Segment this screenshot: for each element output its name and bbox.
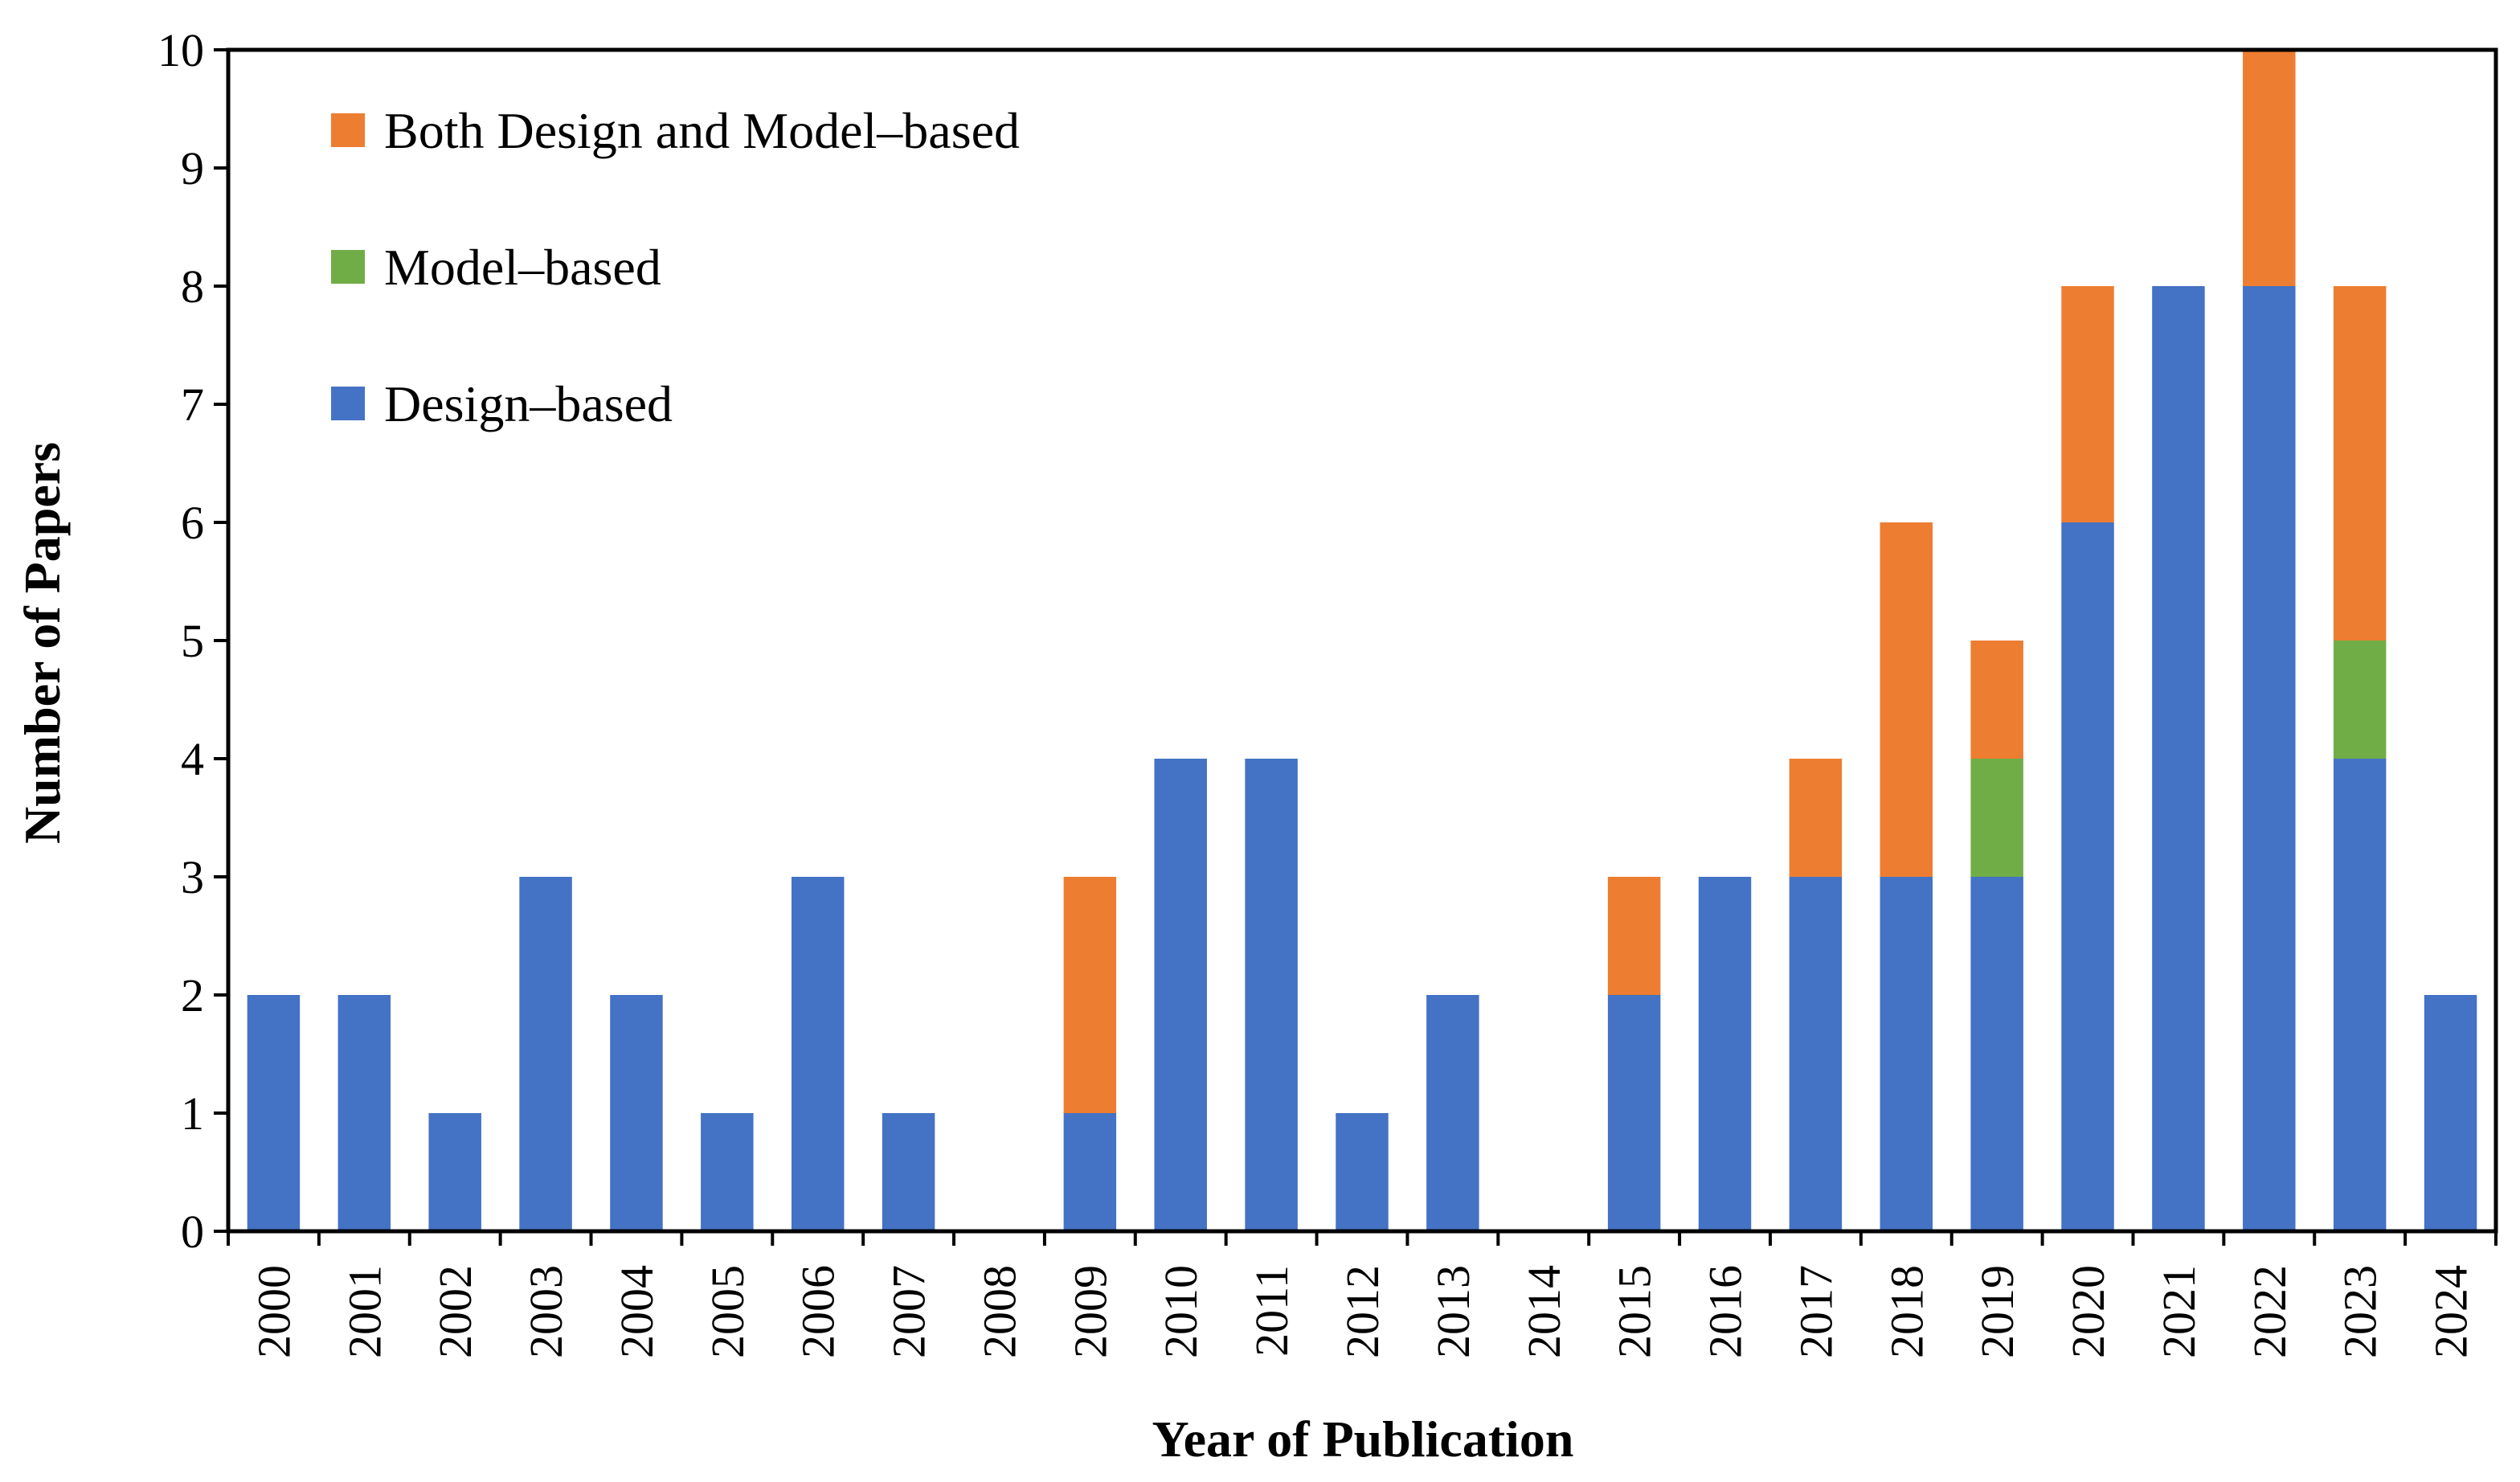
bar-2012-series-0 — [1336, 1113, 1389, 1231]
bar-2005-series-0 — [701, 1113, 754, 1231]
bar-2018-series-2 — [1880, 522, 1933, 877]
x-tick-label-2024: 2024 — [2425, 1265, 2477, 1358]
x-tick-label-2008: 2008 — [973, 1265, 1025, 1358]
x-tick-label-2014: 2014 — [1518, 1265, 1570, 1358]
bar-2011-series-0 — [1245, 759, 1298, 1231]
bar-2003-series-0 — [519, 877, 572, 1231]
bar-2000-series-0 — [247, 995, 301, 1231]
bar-2019-series-0 — [1970, 877, 2023, 1231]
legend-label-2: Design–based — [384, 375, 673, 432]
y-tick-label-3: 3 — [181, 851, 204, 903]
bar-2017-series-0 — [1789, 877, 1843, 1231]
bar-2019-series-2 — [1970, 641, 2023, 759]
legend-swatch-0 — [331, 113, 365, 147]
x-tick-label-2017: 2017 — [1790, 1265, 1842, 1358]
legend-swatch-2 — [331, 387, 365, 420]
y-tick-label-4: 4 — [181, 733, 204, 785]
x-tick-label-2001: 2001 — [338, 1265, 391, 1358]
y-tick-label-0: 0 — [181, 1206, 204, 1258]
y-tick-label-7: 7 — [181, 379, 204, 431]
y-tick-label-6: 6 — [181, 497, 204, 549]
x-tick-label-2003: 2003 — [520, 1265, 572, 1358]
x-tick-label-2010: 2010 — [1155, 1265, 1207, 1358]
x-tick-label-2013: 2013 — [1427, 1265, 1479, 1358]
y-tick-label-8: 8 — [181, 260, 204, 313]
x-tick-label-2009: 2009 — [1064, 1265, 1116, 1358]
x-tick-label-2016: 2016 — [1700, 1265, 1752, 1358]
x-tick-label-2022: 2022 — [2244, 1265, 2296, 1358]
x-tick-label-2021: 2021 — [2153, 1265, 2205, 1358]
bar-2017-series-2 — [1789, 759, 1843, 877]
bar-2020-series-0 — [2061, 522, 2114, 1231]
bar-2004-series-0 — [610, 995, 663, 1231]
bar-2010-series-0 — [1154, 759, 1207, 1231]
bar-2019-series-1 — [1970, 759, 2023, 877]
x-tick-label-2015: 2015 — [1609, 1265, 1661, 1358]
bar-2009-series-2 — [1063, 877, 1117, 1113]
bar-2023-series-0 — [2333, 759, 2387, 1231]
x-tick-label-2023: 2023 — [2334, 1265, 2387, 1358]
x-tick-label-2020: 2020 — [2062, 1265, 2114, 1358]
bar-2022-series-2 — [2243, 50, 2296, 286]
bar-2009-series-0 — [1063, 1113, 1117, 1231]
x-tick-label-2012: 2012 — [1336, 1265, 1389, 1358]
bar-2018-series-0 — [1880, 877, 1933, 1231]
x-tick-label-2007: 2007 — [883, 1265, 935, 1358]
bar-2016-series-0 — [1698, 877, 1752, 1231]
bar-2022-series-0 — [2243, 286, 2296, 1231]
y-tick-label-2: 2 — [181, 969, 204, 1021]
x-tick-label-2011: 2011 — [1246, 1265, 1298, 1357]
bar-2015-series-2 — [1607, 877, 1661, 995]
x-axis-title: Year of Publication — [1152, 1410, 1573, 1468]
x-tick-label-2018: 2018 — [1880, 1265, 1933, 1358]
bar-2013-series-0 — [1426, 995, 1479, 1231]
bar-2001-series-0 — [338, 995, 391, 1231]
legend-label-0: Both Design and Model–based — [384, 102, 1020, 159]
x-tick-label-2019: 2019 — [1971, 1265, 2023, 1358]
x-tick-label-2004: 2004 — [611, 1265, 663, 1358]
y-tick-label-10: 10 — [158, 24, 204, 76]
legend: Both Design and Model–based Model–based De… — [331, 102, 1020, 432]
x-tick-label-2000: 2000 — [248, 1265, 300, 1358]
y-tick-label-9: 9 — [181, 142, 204, 194]
bar-2024-series-0 — [2424, 995, 2477, 1231]
legend-swatch-1 — [331, 250, 365, 284]
bar-2021-series-0 — [2152, 286, 2205, 1231]
bar-2023-series-1 — [2333, 641, 2387, 759]
bar-2006-series-0 — [791, 877, 845, 1231]
bar-2015-series-0 — [1607, 995, 1661, 1231]
legend-label-1: Model–based — [384, 239, 661, 296]
x-tick-label-2006: 2006 — [792, 1265, 845, 1358]
bar-2023-series-2 — [2333, 286, 2387, 641]
y-axis-title: Number of Papers — [14, 442, 71, 844]
bar-2002-series-0 — [428, 1113, 481, 1231]
x-tick-label-2002: 2002 — [429, 1265, 481, 1358]
bars-layer — [247, 50, 2477, 1231]
axes-layer: 0 1 2 3 4 5 6 7 8 9 10 2000 2001 2002 2003 2004 2005 2006… — [158, 24, 2498, 1358]
y-tick-label-5: 5 — [181, 615, 204, 667]
bar-2007-series-0 — [882, 1113, 935, 1231]
x-tick-label-2005: 2005 — [702, 1265, 754, 1358]
bar-2020-series-2 — [2061, 286, 2114, 522]
y-tick-label-1: 1 — [181, 1087, 204, 1140]
